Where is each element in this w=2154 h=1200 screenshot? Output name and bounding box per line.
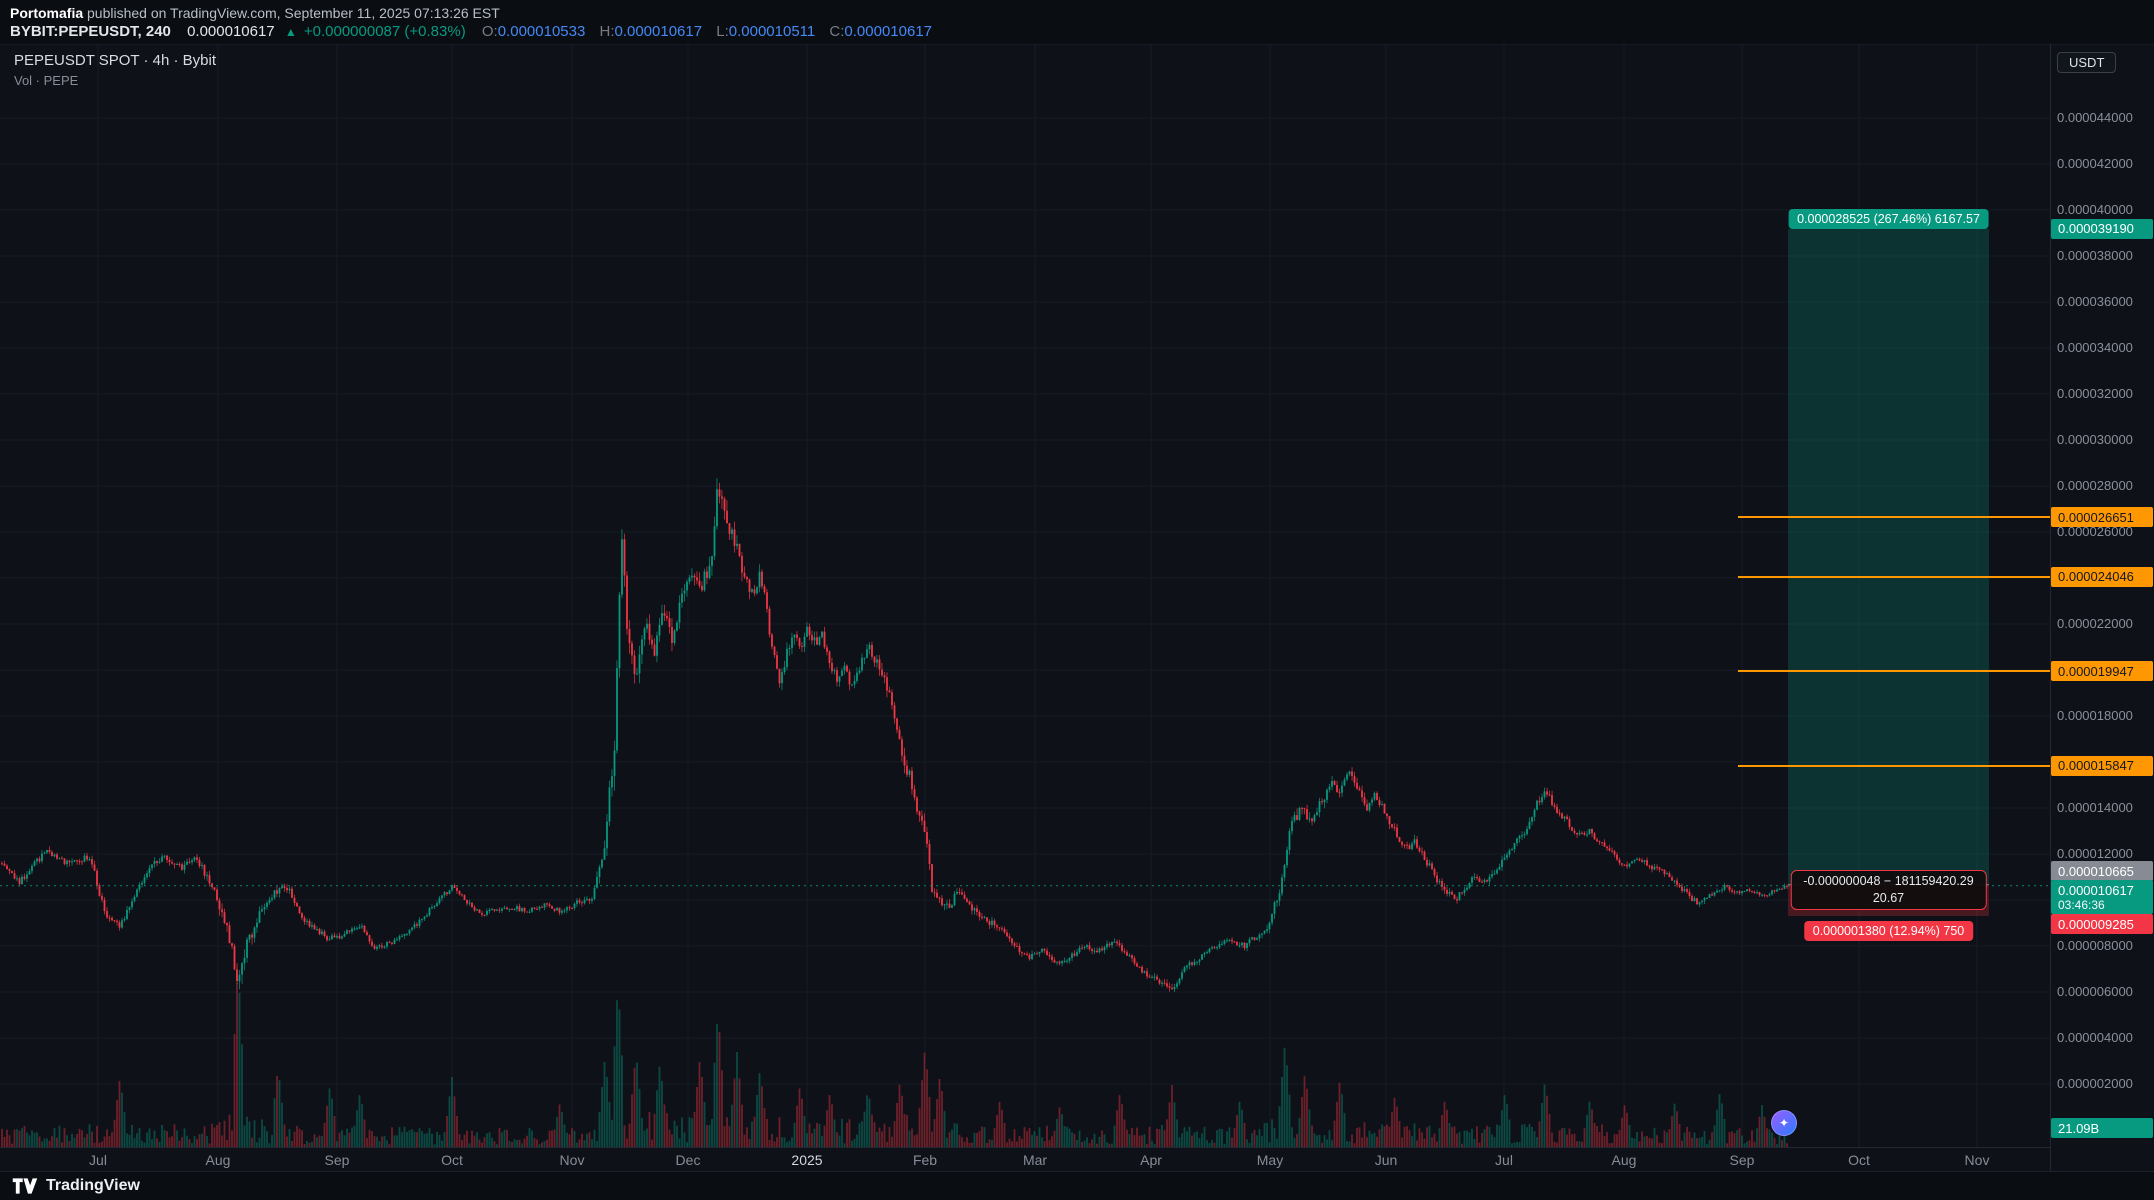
pnl-line-2: 20.67 bbox=[1872, 890, 1905, 905]
open-label: O: bbox=[481, 23, 498, 40]
position-target-label[interactable]: 0.000028525 (267.46%) 6167.57 bbox=[1788, 208, 1989, 229]
time-axis-label: Apr bbox=[1140, 1152, 1162, 1168]
price-axis-label: 0.000026000 bbox=[2057, 524, 2133, 539]
time-axis-label: Nov bbox=[1964, 1152, 1990, 1168]
price-axis-label: 0.000014000 bbox=[2057, 800, 2133, 815]
price-axis-label: 0.000018000 bbox=[2057, 708, 2133, 723]
time-axis-label: Nov bbox=[559, 1152, 585, 1168]
footer: TradingView bbox=[0, 1171, 2154, 1200]
price-badge-orange: 0.000024046 bbox=[2051, 566, 2153, 587]
price-badge-orange: 0.000015847 bbox=[2051, 755, 2153, 776]
price-badge-current: 0.000010617 03:46:36 bbox=[2051, 880, 2153, 914]
legend-volume-indicator[interactable]: Vol · PEPE bbox=[14, 73, 79, 88]
price-axis-label: 0.000036000 bbox=[2057, 294, 2133, 309]
horizontal-ray-line[interactable] bbox=[1738, 764, 2050, 767]
pnl-line-1: -0.000000048 − 181159420.29 bbox=[1803, 873, 1974, 888]
time-axis-label: Aug bbox=[1611, 1152, 1637, 1168]
close-value: 0.000010617 bbox=[844, 23, 933, 40]
time-axis-label: Feb bbox=[912, 1152, 938, 1168]
chart-legend: PEPEUSDT SPOT · 4h · Bybit Vol · PEPE bbox=[14, 52, 216, 88]
price-axis-label: 0.000040000 bbox=[2057, 202, 2133, 217]
price-axis-label: 0.000006000 bbox=[2057, 984, 2133, 999]
position-pnl-tooltip[interactable]: -0.000000048 − 181159420.29 20.67 bbox=[1790, 869, 1987, 910]
horizontal-ray-line[interactable] bbox=[1738, 670, 2050, 673]
high-value: 0.000010617 bbox=[614, 23, 703, 40]
symbol-title: BYBIT:PEPEUSDT, 240 bbox=[10, 23, 171, 40]
tradingview-logo-icon[interactable] bbox=[12, 1176, 38, 1196]
price-axis-label: 0.000038000 bbox=[2057, 248, 2133, 263]
long-position-profit-zone[interactable] bbox=[1788, 228, 1989, 885]
symbol-info-line: BYBIT:PEPEUSDT, 240 0.000010617 ▲ +0.000… bbox=[10, 23, 942, 40]
price-axis-label: 0.000034000 bbox=[2057, 340, 2133, 355]
price-axis-label: 0.000028000 bbox=[2057, 478, 2133, 493]
time-axis[interactable] bbox=[0, 1147, 2050, 1171]
low-label: L: bbox=[716, 23, 729, 40]
last-price: 0.000010617 bbox=[187, 23, 275, 40]
time-axis-label: Jul bbox=[89, 1152, 107, 1168]
price-badge-target: 0.000039190 bbox=[2051, 218, 2153, 239]
chart-background bbox=[0, 44, 2154, 1171]
price-chart-canvas[interactable] bbox=[0, 0, 2050, 1147]
horizontal-ray-line[interactable] bbox=[1738, 575, 2050, 578]
price-axis-label: 0.000002000 bbox=[2057, 1076, 2133, 1091]
legend-symbol-title[interactable]: PEPEUSDT SPOT · 4h · Bybit bbox=[14, 52, 217, 69]
time-axis-label: Dec bbox=[675, 1152, 701, 1168]
position-stop-label[interactable]: 0.000001380 (12.94%) 750 bbox=[1803, 921, 1974, 942]
time-axis-label: Sep bbox=[1729, 1152, 1755, 1168]
open-value: 0.000010533 bbox=[497, 23, 586, 40]
publish-info-line: Portomafia published on TradingView.com,… bbox=[10, 5, 500, 21]
time-axis-label: 2025 bbox=[791, 1152, 823, 1168]
high-label: H: bbox=[599, 23, 615, 40]
time-axis-label: Oct bbox=[441, 1152, 463, 1168]
price-axis-label: 0.000042000 bbox=[2057, 156, 2133, 171]
price-axis-label: 0.000022000 bbox=[2057, 616, 2133, 631]
time-axis-label: Jun bbox=[1374, 1152, 1398, 1168]
tradingview-wordmark[interactable]: TradingView bbox=[46, 1177, 140, 1194]
publish-info-text: published on TradingView.com, September … bbox=[83, 5, 500, 21]
publish-header: Portomafia published on TradingView.com,… bbox=[0, 0, 2154, 44]
price-axis[interactable] bbox=[2050, 44, 2154, 1171]
price-axis-label: 0.000008000 bbox=[2057, 938, 2133, 953]
time-axis-label: Mar bbox=[1022, 1152, 1048, 1168]
time-axis-label: May bbox=[1256, 1152, 1284, 1168]
currency-toggle-button[interactable]: USDT bbox=[2057, 52, 2117, 73]
price-axis-label: 0.000004000 bbox=[2057, 1030, 2133, 1045]
price-badge-entry: 0.000010665 bbox=[2051, 861, 2153, 881]
price-badge-volume: 21.09B bbox=[2051, 1118, 2153, 1138]
change-up-arrow-icon: ▲ bbox=[284, 25, 297, 39]
close-label: C: bbox=[829, 23, 845, 40]
price-badge-orange: 0.000019947 bbox=[2051, 661, 2153, 682]
horizontal-ray-line[interactable] bbox=[1738, 516, 2050, 519]
time-axis-label: Oct bbox=[1848, 1152, 1870, 1168]
price-axis-label: 0.000044000 bbox=[2057, 110, 2133, 125]
price-change: +0.000000087 (+0.83%) bbox=[303, 23, 466, 40]
price-axis-label: 0.000030000 bbox=[2057, 432, 2133, 447]
sparkle-icon: ✦ bbox=[1778, 1116, 1790, 1130]
time-axis-label: Sep bbox=[324, 1152, 350, 1168]
magic-ai-icon[interactable]: ✦ bbox=[1771, 1110, 1797, 1136]
low-value: 0.000010511 bbox=[728, 23, 816, 40]
time-axis-label: Jul bbox=[1495, 1152, 1513, 1168]
price-badge-orange: 0.000026651 bbox=[2051, 507, 2153, 528]
price-axis-label: 0.000032000 bbox=[2057, 386, 2133, 401]
publisher-name: Portomafia bbox=[10, 5, 84, 21]
time-axis-label: Aug bbox=[205, 1152, 231, 1168]
price-axis-label: 0.000012000 bbox=[2057, 846, 2133, 861]
price-badge-stop: 0.000009285 bbox=[2051, 914, 2153, 934]
